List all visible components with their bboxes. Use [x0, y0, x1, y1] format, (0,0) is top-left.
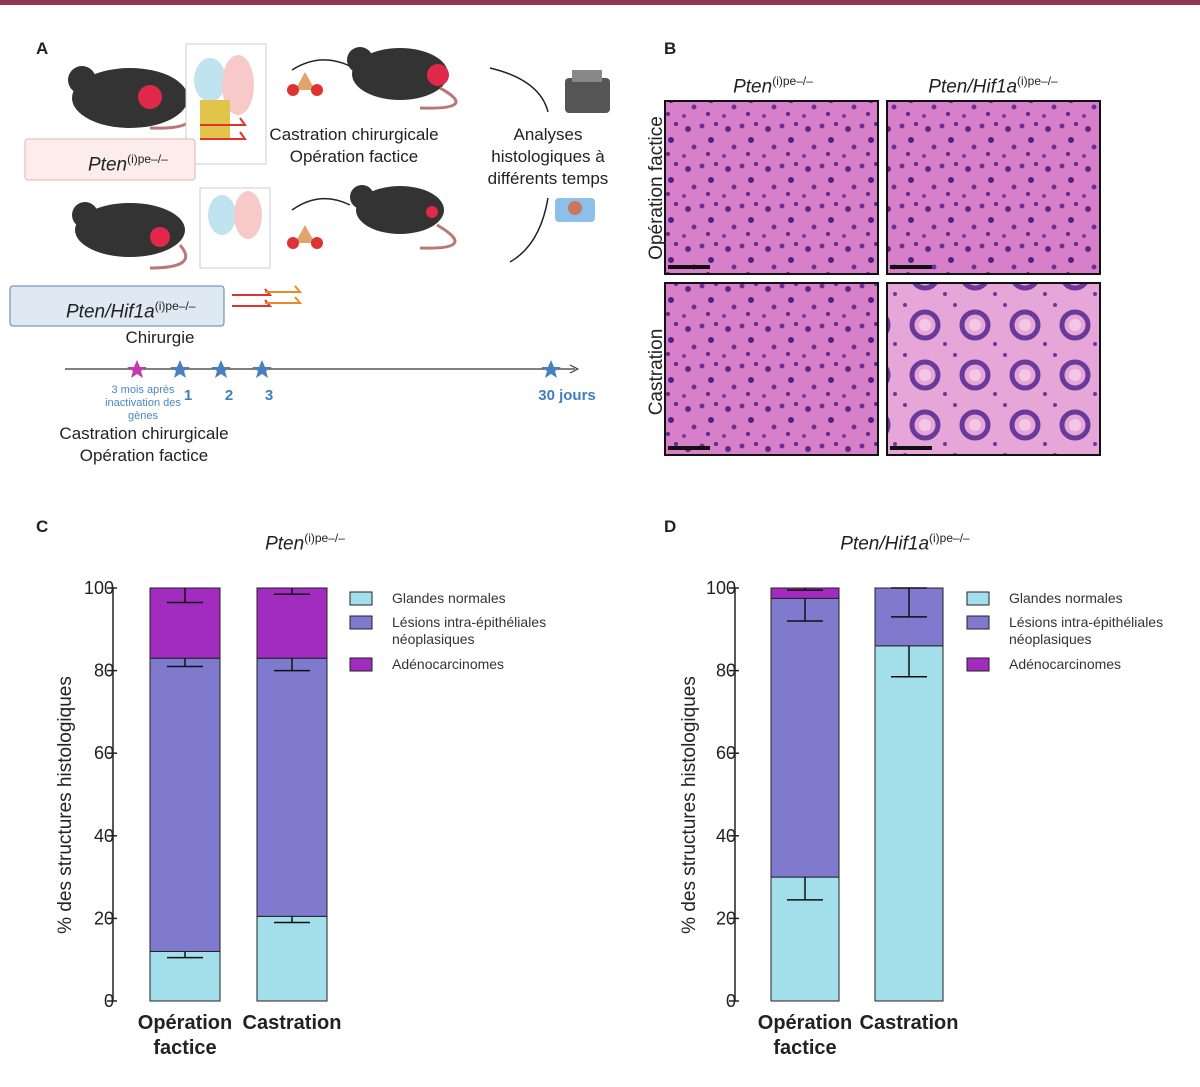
timeline-point: 1 — [183, 387, 193, 404]
y-tick-label: 0 — [104, 991, 114, 1011]
chart-title: Pten(i)pe–/– — [265, 527, 345, 555]
timeline-point: 30 jours — [538, 387, 596, 404]
timeline-point: 2 — [224, 387, 234, 404]
error-bar — [274, 658, 310, 672]
panel-letter: C — [36, 517, 49, 536]
panel-letter: B — [664, 39, 677, 58]
legend-label: Lésions intra-épithéliales néoplasiques — [392, 614, 547, 647]
legend-swatch — [349, 615, 373, 630]
legend-swatch — [349, 591, 373, 606]
error-bar — [891, 588, 927, 618]
bar-segment — [149, 950, 221, 1002]
x-tick-label: Castration — [242, 1012, 342, 1034]
analysis: Analyses histologiques à différents temp… — [487, 125, 609, 188]
error-bar — [274, 916, 310, 924]
y-tick-label: 100 — [706, 578, 736, 598]
x-tick-label: Opération factice — [137, 1012, 233, 1059]
genotype-superscript: (i)pe–/– — [127, 152, 168, 166]
bar-segment — [256, 587, 328, 659]
error-bar — [787, 877, 823, 901]
panel-letter: D — [664, 517, 677, 536]
schematic — [9, 43, 1101, 456]
surgery: Chirurgie — [125, 328, 195, 347]
genotype-name: Pten — [733, 76, 773, 98]
y-tick-label: 60 — [94, 743, 114, 763]
procedure: Castration chirurgicale — [269, 125, 439, 144]
y-tick-label: 80 — [716, 661, 736, 681]
y-tick-label: 40 — [716, 826, 736, 846]
procedure: Opération factice — [289, 147, 419, 166]
y-tick-label: 40 — [94, 826, 114, 846]
genotype-superscript: (i)pe–/– — [154, 299, 196, 313]
genotype-superscript: (i)pe–/– — [772, 74, 813, 88]
timeline-procedure: Opération factice — [79, 446, 209, 465]
genotype-superscript: (i)pe–/– — [1017, 74, 1058, 88]
y-tick-label: 80 — [94, 661, 114, 681]
y-tick-label: 100 — [84, 578, 114, 598]
panel-letter: A — [36, 39, 49, 58]
timeline-start: 3 mois après inactivation des gènes — [105, 384, 181, 422]
bar-segment — [256, 657, 328, 917]
legend-swatch — [349, 657, 373, 672]
error-bar — [787, 588, 823, 591]
genotype-label: Pten/Hif1a(i)pe–/– — [66, 295, 195, 323]
column-header: Pten(i)pe–/– — [733, 70, 813, 98]
error-bar — [274, 588, 310, 595]
y-tick-label: 20 — [716, 908, 736, 928]
error-bar — [167, 658, 203, 668]
error-bar — [167, 951, 203, 959]
legend-swatch — [966, 591, 990, 606]
chart-title-name: Pten — [265, 533, 305, 555]
chart-title-name: Pten/Hif1a — [840, 533, 930, 555]
genotype-name: Pten — [88, 154, 128, 176]
genotype-name: Pten/Hif1a — [66, 301, 155, 323]
chart-title-superscript: (i)pe–/– — [929, 531, 970, 545]
row-label: Castration — [646, 328, 667, 416]
error-bar — [787, 598, 823, 622]
legend-label: Lésions intra-épithéliales néoplasiques — [1009, 614, 1164, 647]
genotype-label: Pten(i)pe–/– — [88, 148, 168, 176]
genotype-name: Pten/Hif1a — [928, 76, 1018, 98]
y-tick-label: 20 — [94, 908, 114, 928]
timeline-point: 3 — [264, 387, 274, 404]
legend-label: Adénocarcinomes — [1009, 656, 1122, 672]
x-tick-label: Opération factice — [757, 1012, 853, 1059]
legend-swatch — [966, 615, 990, 630]
legend-label: Glandes normales — [1009, 590, 1123, 606]
timeline-procedure: Castration chirurgicale — [59, 424, 229, 443]
bar-segment — [256, 915, 328, 1002]
legend-swatch — [966, 657, 990, 672]
column-header: Pten/Hif1a(i)pe–/– — [928, 70, 1057, 98]
bar-segment — [874, 645, 944, 1002]
x-tick-label: Castration — [859, 1012, 959, 1034]
legend-label: Adénocarcinomes — [392, 656, 505, 672]
y-axis-label: % des structures histologiques — [55, 675, 76, 934]
chart-title: Pten/Hif1a(i)pe–/– — [840, 527, 969, 555]
y-tick-label: 60 — [716, 743, 736, 763]
y-tick-label: 0 — [726, 991, 736, 1011]
chart-title-superscript: (i)pe–/– — [304, 531, 345, 545]
bar-segment — [770, 597, 840, 878]
error-bar — [167, 588, 203, 604]
y-axis-label: % des structures histologiques — [679, 675, 700, 934]
legend-label: Glandes normales — [392, 590, 506, 606]
row-label: Opération factice — [646, 116, 667, 260]
error-bar — [891, 645, 927, 678]
top-rule — [0, 0, 1200, 5]
bar-segment — [149, 657, 221, 952]
